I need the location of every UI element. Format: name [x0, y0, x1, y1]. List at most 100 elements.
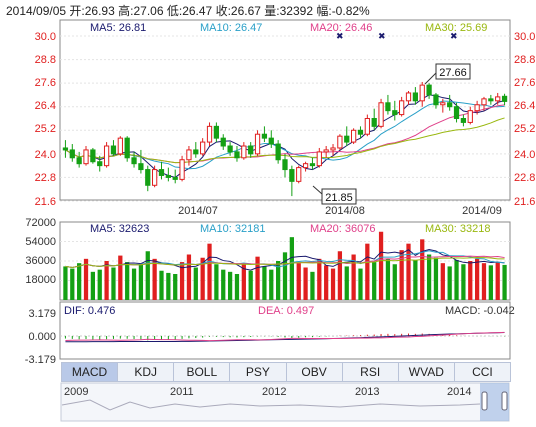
- candle-body: [200, 141, 206, 155]
- candle-body: [193, 149, 199, 155]
- price-tick-right: 22.8: [514, 172, 535, 184]
- volume-bar: [152, 258, 157, 300]
- tab-wvad[interactable]: WVAD: [399, 363, 455, 381]
- price-tick-right: 26.4: [514, 100, 535, 112]
- candle-body: [261, 133, 268, 139]
- volume-bar: [221, 269, 226, 300]
- ma10-line: [65, 100, 505, 170]
- candle-body: [110, 145, 117, 155]
- candle-body: [296, 167, 302, 182]
- volume-bar: [97, 269, 102, 300]
- candle-body: [488, 98, 494, 102]
- volume-ma30-line: [65, 257, 505, 269]
- candle-body: [179, 159, 185, 180]
- close-label: 收:: [215, 4, 231, 18]
- volume-bar: [269, 269, 274, 300]
- candle-body: [76, 157, 82, 165]
- tab-cci[interactable]: CCI: [472, 365, 493, 379]
- volume-bar: [214, 264, 219, 300]
- volume-bar: [159, 270, 164, 300]
- volume-bar: [337, 251, 343, 300]
- legend-vol-ma5: MA5: 32623: [90, 223, 149, 235]
- vol-tick: 18000: [25, 274, 56, 286]
- navigator-year: 2009: [64, 386, 88, 398]
- candle-body: [117, 137, 123, 155]
- volume-bar: [365, 243, 370, 300]
- price-tick-right: 28.8: [514, 54, 535, 66]
- candle-body: [385, 102, 391, 112]
- candle-body: [378, 102, 384, 127]
- volume-bar: [310, 271, 315, 300]
- volume-bar: [392, 264, 397, 300]
- volume-bar: [289, 237, 294, 300]
- price-tick-left: 27.6: [35, 77, 56, 89]
- volume-bar: [385, 258, 391, 300]
- volume-bar: [378, 231, 384, 300]
- timeline-navigator[interactable]: [60, 382, 510, 422]
- candle-body: [90, 149, 96, 163]
- volume-bar: [255, 256, 260, 300]
- volume-bar: [63, 266, 68, 300]
- legend-vol-ma30: MA30: 33218: [425, 223, 490, 235]
- range-handle-right[interactable]: [501, 391, 508, 411]
- volume-bar: [207, 243, 212, 300]
- volume-bar: [406, 243, 411, 300]
- candle-body: [254, 133, 261, 155]
- change-label: 幅:: [316, 4, 332, 18]
- close-value: 26.67: [230, 4, 261, 18]
- price-tick-left: 28.8: [35, 54, 56, 66]
- candle-body: [302, 163, 309, 169]
- candle-body: [481, 98, 487, 106]
- macd-dea-label: DEA: 0.497: [258, 305, 314, 317]
- low-value: 26.47: [182, 4, 213, 18]
- candle-body: [289, 169, 295, 182]
- candle-body: [495, 96, 501, 102]
- min-price-callout: 21.85: [325, 192, 353, 204]
- volume-bar: [296, 263, 301, 300]
- open-label: 开:: [69, 4, 85, 18]
- dif-line: [65, 332, 505, 343]
- tab-boll[interactable]: BOLL: [174, 363, 231, 381]
- price-tick-right: 27.6: [514, 77, 535, 89]
- candle-body: [248, 145, 254, 155]
- volume-bar: [111, 267, 116, 300]
- tab-rsi[interactable]: RSI: [343, 363, 399, 381]
- candle-body: [447, 102, 453, 108]
- candle-body: [241, 145, 247, 159]
- macd-dif-label: DIF: 0.476: [64, 305, 115, 317]
- candle-body: [350, 129, 357, 143]
- candle-body: [83, 149, 89, 165]
- tab-kdj[interactable]: KDJ: [118, 363, 175, 381]
- price-tick-left: 26.4: [35, 100, 56, 112]
- low-label: 低:: [166, 4, 183, 18]
- volume-bar: [481, 263, 487, 300]
- macd-value-label: MACD: -0.042: [445, 305, 515, 317]
- legend-ma30: MA30: 25.69: [425, 22, 487, 34]
- volume-bar: [282, 252, 288, 300]
- volume-bar: [344, 266, 349, 300]
- legend-ma10: MA10: 26.47: [200, 22, 262, 34]
- candle-body: [69, 149, 75, 159]
- tab-psy[interactable]: PSY: [230, 363, 287, 381]
- vol-tick: 72000: [25, 217, 56, 229]
- tab-macd[interactable]: MACD: [62, 363, 119, 381]
- price-tick-left: 30.0: [35, 31, 56, 43]
- macd-tick: 0.000: [28, 331, 56, 343]
- navigator-year: 2012: [262, 386, 286, 398]
- candle-body: [364, 118, 370, 135]
- tab-obv[interactable]: OBV: [287, 363, 343, 381]
- candle-body: [323, 149, 329, 153]
- candle-body: [103, 145, 110, 167]
- legend-vol-ma10: MA10: 32181: [200, 223, 265, 235]
- candle-body: [330, 147, 336, 151]
- macd-lines: [65, 331, 505, 343]
- macd-histogram: [64, 333, 506, 341]
- high-label: 高:: [118, 4, 134, 18]
- volume-bar: [461, 264, 466, 300]
- volume-bar: [413, 259, 418, 300]
- navigator-year: 2013: [355, 386, 379, 398]
- candle-body: [316, 151, 322, 167]
- range-handle-left[interactable]: [481, 391, 488, 411]
- legend-ma5: MA5: 26.81: [90, 22, 146, 34]
